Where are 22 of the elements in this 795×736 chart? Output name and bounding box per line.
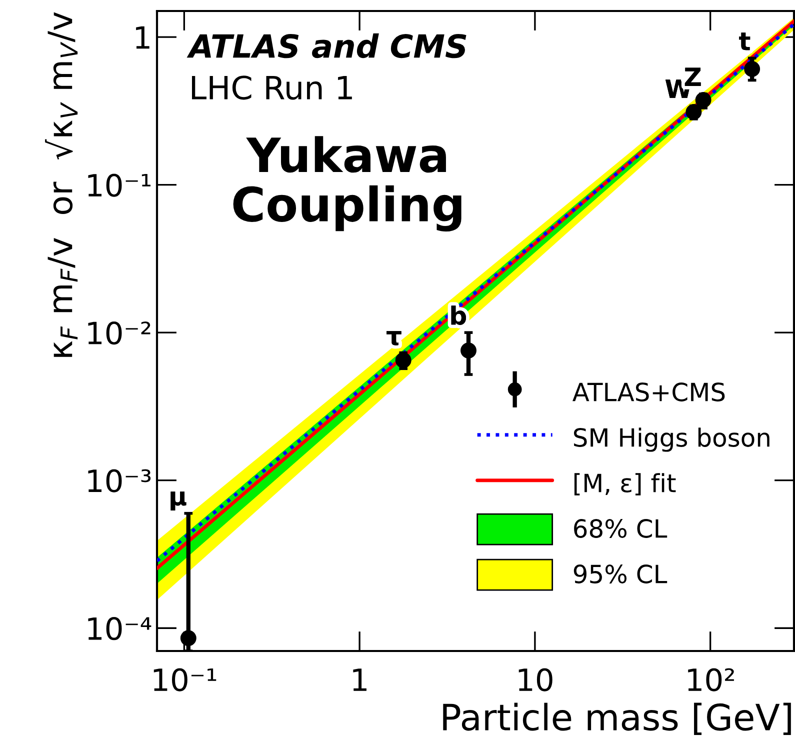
text: Yukawa Coupling [233, 136, 462, 232]
annotation: ATLAS and CMS [186, 33, 466, 58]
y-tick-label: 1 [136, 26, 150, 49]
x-tick-label: 10 [518, 668, 552, 692]
x-tick-label: 1 [353, 668, 366, 691]
x-tick-label: 10⁻¹ [154, 668, 216, 692]
legend-label: [M, ε] fit [574, 473, 676, 496]
legend-label: SM Higgs boson [574, 428, 770, 452]
annotation: μ [170, 492, 186, 511]
text: κ$_{F}$ m$_{F}$/v or √κ$_{V}$ m$_{V}$/v [45, 12, 78, 357]
y-tick-label: 10⁻¹ [88, 174, 150, 197]
legend-label: 95% CL [574, 564, 668, 584]
y-tick-label: 10⁻² [88, 321, 150, 345]
legend-label: 68% CL [574, 519, 668, 538]
x-axis-title: Particle mass [GeV] [443, 702, 791, 735]
x-tick-label: 10² [688, 668, 734, 692]
annotation: LHC Run 1 [192, 76, 352, 100]
y-tick-label: 10⁻⁴ [88, 617, 152, 640]
legend-label: ATLAS+CMS [572, 382, 725, 402]
y-tick-label: 10⁻³ [88, 469, 151, 492]
annotation: τ [386, 331, 402, 346]
annotation: t [739, 32, 750, 50]
